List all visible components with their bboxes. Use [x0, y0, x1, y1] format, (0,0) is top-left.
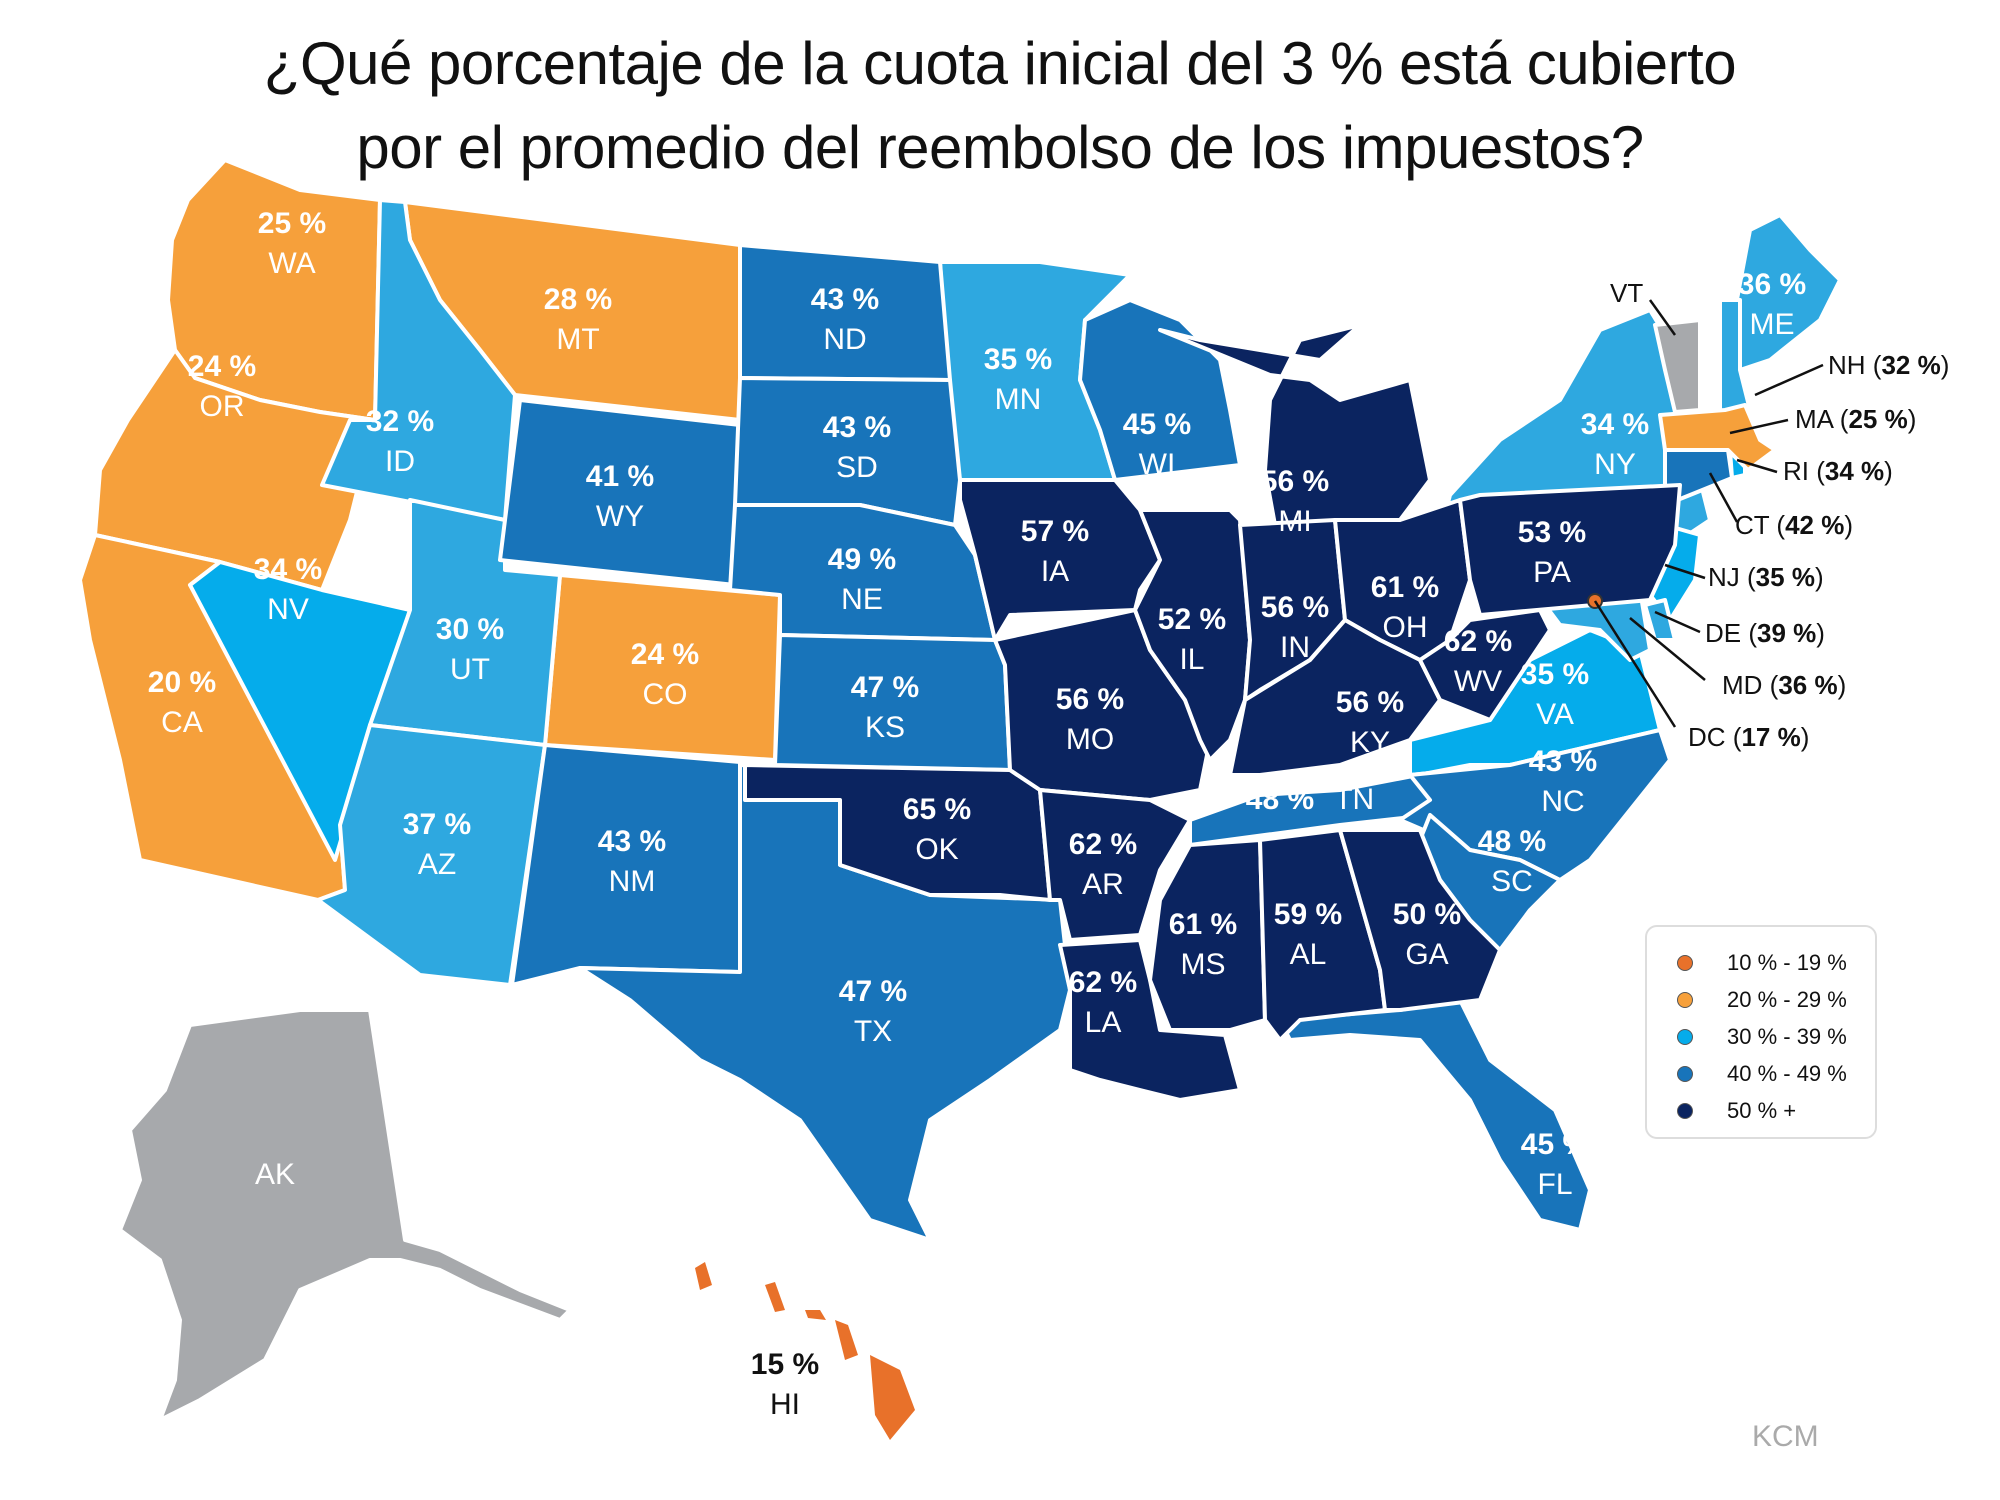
- state-de[interactable]: [1643, 598, 1677, 642]
- label-co: 24 % CO: [630, 638, 700, 711]
- state-pa[interactable]: [1458, 483, 1682, 617]
- label-ks: 47 % KS: [850, 671, 920, 744]
- label-ok: 65 % OK: [902, 793, 972, 866]
- label-ut: 30 % UT: [435, 613, 505, 686]
- label-or: 24 % OR: [187, 350, 257, 423]
- label-tx: 47 % TX: [838, 975, 908, 1048]
- label-oh: 61 % OH: [1370, 571, 1440, 644]
- label-nm: 43 % NM: [597, 825, 667, 898]
- state-la[interactable]: [1058, 938, 1242, 1102]
- label-pa: 53 % PA: [1517, 516, 1587, 589]
- callout-nh: NH (32 %): [1828, 350, 1950, 380]
- label-sd: 43 % SD: [822, 411, 892, 484]
- legend-item-40-49: 40 % - 49 %: [1677, 1056, 1847, 1092]
- callout-vt: VT: [1610, 278, 1644, 308]
- label-il: 52 % IL: [1157, 603, 1227, 676]
- state-ga[interactable]: [1338, 828, 1502, 1012]
- state-wv[interactable]: [1418, 608, 1552, 722]
- label-ca: 20 % CA: [147, 666, 217, 739]
- label-ia: 57 % IA: [1020, 515, 1090, 588]
- title-line-1: ¿Qué porcentaje de la cuota inicial del …: [263, 30, 1737, 97]
- legend-dot-icon: [1677, 1029, 1693, 1045]
- title-line-2: por el promedio del reembolso de los imp…: [356, 114, 1644, 181]
- callout-ma: MA (25 %): [1795, 404, 1917, 434]
- label-wv: 62 % WV: [1443, 625, 1513, 698]
- label-sc: 48 % SC: [1477, 825, 1547, 898]
- label-ar: 62 % AR: [1068, 828, 1138, 901]
- label-nd: 43 % ND: [810, 283, 880, 356]
- label-wi: 45 % WI: [1122, 408, 1192, 481]
- legend: 10 % - 19 % 20 % - 29 % 30 % - 39 % 40 %…: [1645, 925, 1877, 1139]
- legend-dot-icon: [1677, 1066, 1693, 1082]
- state-or[interactable]: [93, 348, 377, 592]
- legend-item-30-39: 30 % - 39 %: [1677, 1019, 1847, 1055]
- label-id: 32 % ID: [365, 405, 435, 478]
- legend-dot-icon: [1677, 955, 1693, 971]
- map-title: ¿Qué porcentaje de la cuota inicial del …: [0, 22, 2000, 190]
- callout-lines: [1593, 299, 1824, 728]
- label-fl: 45 % FL: [1520, 1128, 1590, 1201]
- legend-item-10-19: 10 % - 19 %: [1677, 945, 1847, 981]
- callout-ct: CT (42 %): [1735, 510, 1854, 540]
- label-ny: 34 % NY: [1580, 408, 1650, 481]
- label-ga: 50 % GA: [1392, 898, 1462, 971]
- callout-md: MD (36 %): [1722, 670, 1847, 700]
- label-nv: 34 % NV: [253, 553, 323, 626]
- label-wy: 41 % WY: [585, 460, 655, 533]
- state-ma[interactable]: [1658, 403, 1777, 472]
- label-ky: 56 % KY: [1335, 686, 1405, 759]
- label-in: 56 % IN: [1260, 591, 1330, 664]
- callout-dc: DC (17 %): [1688, 722, 1810, 752]
- state-nh[interactable]: [1718, 298, 1752, 417]
- callout-nj: NJ (35 %): [1708, 562, 1824, 592]
- label-mt: 28 % MT: [543, 283, 613, 356]
- callout-de: DE (39 %): [1705, 618, 1825, 648]
- label-hi: 15 % HI: [750, 1348, 820, 1421]
- source-credit: KCM: [1752, 1420, 1819, 1453]
- label-mo: 56 % MO: [1055, 683, 1125, 756]
- callout-ri: RI (34 %): [1783, 456, 1893, 486]
- label-az: 37 % AZ: [402, 808, 472, 881]
- state-ak[interactable]: [118, 1008, 572, 1422]
- label-tn: 48 % TN: [1245, 783, 1375, 816]
- state-fl[interactable]: [1278, 998, 1592, 1232]
- state-id[interactable]: [320, 198, 517, 522]
- label-va: 35 % VA: [1520, 658, 1590, 731]
- state-vt[interactable]: [1653, 318, 1702, 414]
- label-ms: 61 % MS: [1168, 908, 1238, 981]
- legend-dot-icon: [1677, 1103, 1693, 1119]
- label-ne: 49 % NE: [827, 543, 897, 616]
- legend-item-20-29: 20 % - 29 %: [1677, 982, 1847, 1018]
- legend-item-50-plus: 50 % +: [1677, 1093, 1796, 1129]
- label-wa: 25 % WA: [257, 207, 327, 280]
- label-al: 59 % AL: [1273, 898, 1343, 971]
- label-nc: 43 % NC: [1528, 745, 1598, 818]
- state-ar[interactable]: [1038, 788, 1192, 942]
- state-hi[interactable]: [695, 1262, 915, 1440]
- legend-dot-icon: [1677, 992, 1693, 1008]
- label-me: 36 % ME: [1737, 268, 1807, 341]
- label-mi: 56 % MI: [1260, 465, 1330, 538]
- label-ak: AK: [254, 1158, 296, 1191]
- state-nc[interactable]: [1398, 728, 1672, 882]
- label-mn: 35 % MN: [983, 343, 1053, 416]
- label-la: 62 % LA: [1068, 966, 1138, 1039]
- state-il[interactable]: [1133, 508, 1252, 762]
